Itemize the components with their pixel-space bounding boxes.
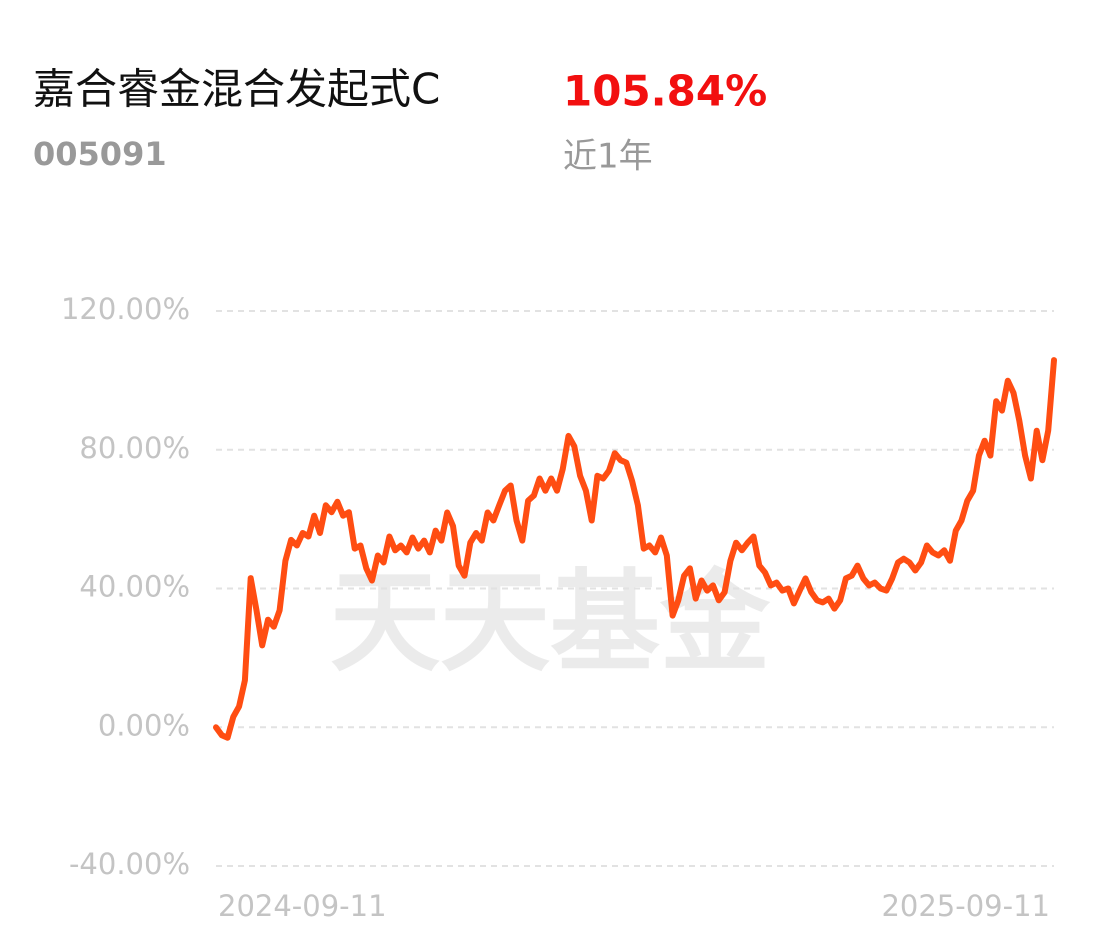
y-tick-label: 0.00% [98,708,190,742]
y-tick-label: 40.00% [79,570,190,604]
y-tick-label: 80.00% [79,431,190,465]
y-tick-label: -40.00% [69,847,190,881]
fund-code: 005091 [33,135,167,173]
y-tick-label: 120.00% [61,292,190,326]
fund-return: 105.84% [563,67,767,116]
x-tick-label: 2025-09-11 [881,889,1050,923]
fund-title: 嘉合睿金混合发起式C [33,65,440,114]
return-period: 近1年 [563,137,653,177]
return-line [213,357,1057,741]
x-tick-label: 2024-09-11 [218,889,387,923]
watermark: 天天基金 [330,558,771,686]
